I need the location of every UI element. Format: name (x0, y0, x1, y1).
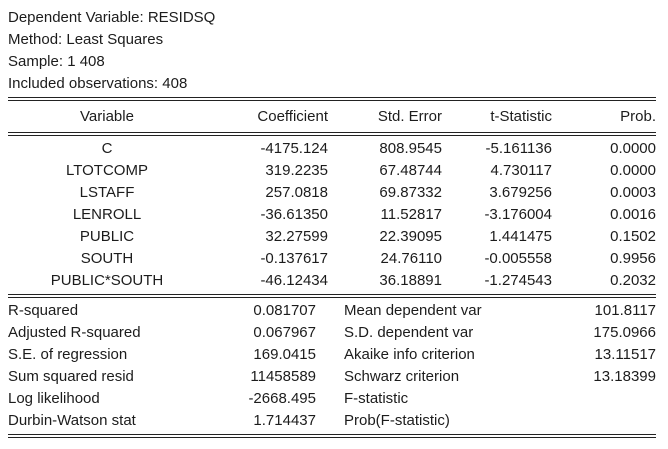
stat-label-left: S.E. of regression (8, 346, 128, 363)
stat-label-right: Mean dependent var (344, 302, 482, 319)
separator-rule-top (8, 97, 656, 101)
t-statistic-cell: 1.441475 (489, 228, 552, 245)
variable-cell: PUBLIC (79, 228, 135, 245)
std-error-cell: 11.52817 (380, 206, 442, 223)
prob-cell: 0.0000 (610, 140, 656, 157)
stat-value-right: 13.18399 (593, 368, 656, 385)
std-error-cell: 36.18891 (379, 272, 442, 289)
coef-row: SOUTH -0.137617 24.76110 -0.005558 0.995… (8, 248, 656, 270)
variable-cell: C (101, 140, 113, 157)
stat-gap (316, 322, 344, 344)
separator-rule-under-header (8, 132, 656, 136)
stat-row: Durbin-Watson stat 1.714437 Prob(F-stati… (8, 410, 656, 432)
coef-row: LENROLL -36.61350 11.52817 -3.176004 0.0… (8, 204, 656, 226)
coefficient-cell: 32.27599 (265, 228, 328, 245)
column-header-coefficient: Coefficient (257, 108, 328, 125)
variable-cell: PUBLIC*SOUTH (50, 272, 164, 289)
coefficient-cell: 257.0818 (265, 184, 328, 201)
t-statistic-cell: 4.730117 (490, 162, 552, 179)
stat-value-left: 169.0415 (253, 346, 316, 363)
std-error-cell: 67.48744 (379, 162, 442, 179)
variable-cell: LENROLL (72, 206, 142, 223)
stat-value-left: 11458589 (250, 368, 316, 385)
t-statistic-cell: -0.005558 (484, 250, 552, 267)
std-error-cell: 69.87332 (379, 184, 442, 201)
stat-gap (316, 410, 344, 432)
coefficient-cell: -4175.124 (260, 140, 328, 157)
stat-row: S.E. of regression 169.0415 Akaike info … (8, 344, 656, 366)
column-header-std-error: Std. Error (377, 108, 442, 125)
stat-label-left: Adjusted R-squared (8, 324, 141, 341)
stat-gap (316, 344, 344, 366)
stat-row: R-squared 0.081707 Mean dependent var 10… (8, 300, 656, 322)
stat-value-left: -2668.495 (248, 390, 316, 407)
column-header-t-statistic: t-Statistic (490, 108, 552, 125)
stat-value-right (560, 388, 656, 410)
coef-row: C -4175.124 808.9545 -5.161136 0.0000 (8, 138, 656, 160)
coefficient-cell: -36.61350 (260, 206, 328, 223)
variable-cell: LSTAFF (79, 184, 135, 201)
report-header: Dependent Variable: RESIDSQ Method: Leas… (8, 7, 656, 95)
variable-cell: SOUTH (80, 250, 134, 267)
prob-cell: 0.1502 (610, 228, 656, 245)
stat-row: Adjusted R-squared 0.067967 S.D. depende… (8, 322, 656, 344)
coef-row: PUBLIC 32.27599 22.39095 1.441475 0.1502 (8, 226, 656, 248)
stat-label-right: Akaike info criterion (344, 346, 475, 363)
t-statistic-cell: -1.274543 (484, 272, 552, 289)
coef-row: PUBLIC*SOUTH -46.12434 36.18891 -1.27454… (8, 270, 656, 292)
std-error-cell: 22.39095 (379, 228, 442, 245)
stat-label-right: Schwarz criterion (344, 368, 460, 385)
t-statistic-cell: 3.679256 (489, 184, 552, 201)
stat-row: Sum squared resid 11458589 Schwarz crite… (8, 366, 656, 388)
stat-gap (316, 366, 344, 388)
prob-cell: 0.0003 (610, 184, 656, 201)
t-statistic-cell: -5.161136 (485, 140, 552, 157)
column-header-variable: Variable (80, 108, 134, 125)
stat-gap (316, 388, 344, 410)
coef-row: LTOTCOMP 319.2235 67.48744 4.730117 0.00… (8, 160, 656, 182)
stat-label-left: Log likelihood (8, 390, 100, 407)
std-error-cell: 808.9545 (379, 140, 442, 157)
coefficient-cell: 319.2235 (265, 162, 328, 179)
stat-value-right: 101.8117 (594, 302, 656, 319)
stat-value-left: 0.067967 (253, 324, 316, 341)
stat-label-left: R-squared (8, 302, 79, 319)
coefficients-table-body: C -4175.124 808.9545 -5.161136 0.0000 LT… (8, 138, 656, 292)
stat-value-right (560, 410, 656, 432)
stat-gap (316, 300, 344, 322)
column-header-prob: Prob. (620, 108, 656, 125)
summary-stats: R-squared 0.081707 Mean dependent var 10… (8, 300, 656, 432)
sample-line: Sample: 1 408 (8, 53, 105, 70)
variable-cell: LTOTCOMP (66, 162, 148, 179)
prob-cell: 0.9956 (610, 250, 656, 267)
stat-label-left: Durbin-Watson stat (8, 412, 136, 429)
regression-output: Dependent Variable: RESIDSQ Method: Leas… (8, 7, 656, 438)
stat-value-left: 0.081707 (253, 302, 316, 319)
t-statistic-cell: -3.176004 (484, 206, 552, 223)
dependent-variable-line: Dependent Variable: RESIDSQ (8, 9, 216, 26)
stat-value-left: 1.714437 (253, 412, 316, 429)
std-error-cell: 24.76110 (380, 250, 442, 267)
stat-value-right: 175.0966 (593, 324, 656, 341)
observations-line: Included observations: 408 (8, 75, 188, 92)
prob-cell: 0.0000 (610, 162, 656, 179)
prob-cell: 0.2032 (610, 272, 656, 289)
stat-value-right: 13.11517 (594, 346, 656, 363)
coefficient-cell: -46.12434 (260, 272, 328, 289)
prob-cell: 0.0016 (610, 206, 656, 223)
stat-label-right: S.D. dependent var (344, 324, 474, 341)
stat-label-right: Prob(F-statistic) (344, 412, 450, 429)
separator-rule-bottom (8, 434, 656, 438)
stat-label-left: Sum squared resid (8, 368, 134, 385)
stat-row: Log likelihood -2668.495 F-statistic (8, 388, 656, 410)
stat-label-right: F-statistic (344, 390, 409, 407)
coef-row: LSTAFF 257.0818 69.87332 3.679256 0.0003 (8, 182, 656, 204)
coefficients-table-header: Variable Coefficient Std. Error t-Statis… (8, 103, 656, 130)
separator-rule-mid (8, 294, 656, 298)
coefficient-cell: -0.137617 (260, 250, 328, 267)
method-line: Method: Least Squares (8, 31, 164, 48)
